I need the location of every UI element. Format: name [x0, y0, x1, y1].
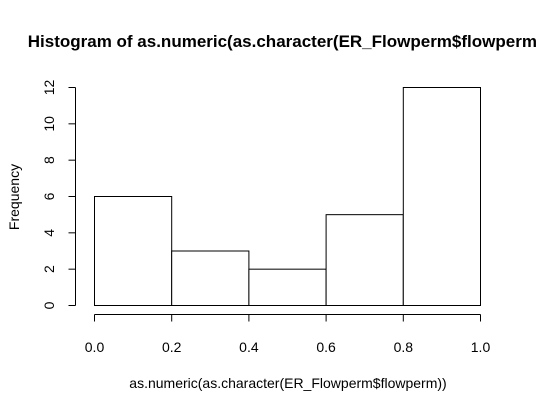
- chart-title: Histogram of as.numeric(as.character(ER_…: [28, 32, 536, 51]
- histogram-bar-2: [248, 268, 327, 306]
- x-tick-label-0: 0.0: [85, 339, 105, 355]
- y-axis-label: Frequency: [6, 164, 22, 230]
- histogram-bar-3: [325, 214, 404, 307]
- x-tick-label-3: 0.6: [316, 339, 336, 355]
- y-tick-label-0: 0: [41, 301, 57, 309]
- x-tick-label-5: 1.0: [471, 339, 491, 355]
- y-tick-label-2: 4: [41, 229, 57, 237]
- x-tick-label-1: 0.2: [162, 339, 182, 355]
- x-tick-label-4: 0.8: [394, 339, 414, 355]
- x-axis: 0.0 0.2 0.4 0.6 0.8 1.0: [85, 314, 491, 355]
- histogram-bar-1: [171, 250, 250, 306]
- x-tick-label-2: 0.4: [239, 339, 259, 355]
- y-tick-label-1: 2: [41, 265, 57, 273]
- y-axis: 0 2 4 6 8 10 12: [41, 80, 76, 309]
- histogram-bar-0: [94, 196, 173, 306]
- y-tick-label-5: 10: [41, 116, 57, 132]
- y-tick-label-3: 6: [41, 192, 57, 200]
- y-tick-label-6: 12: [41, 80, 57, 96]
- histogram-bar-4: [402, 87, 481, 306]
- y-tick-label-4: 8: [41, 156, 57, 164]
- x-axis-label: as.numeric(as.character(ER_Flowperm$flow…: [129, 375, 446, 391]
- bars-group: [94, 87, 481, 307]
